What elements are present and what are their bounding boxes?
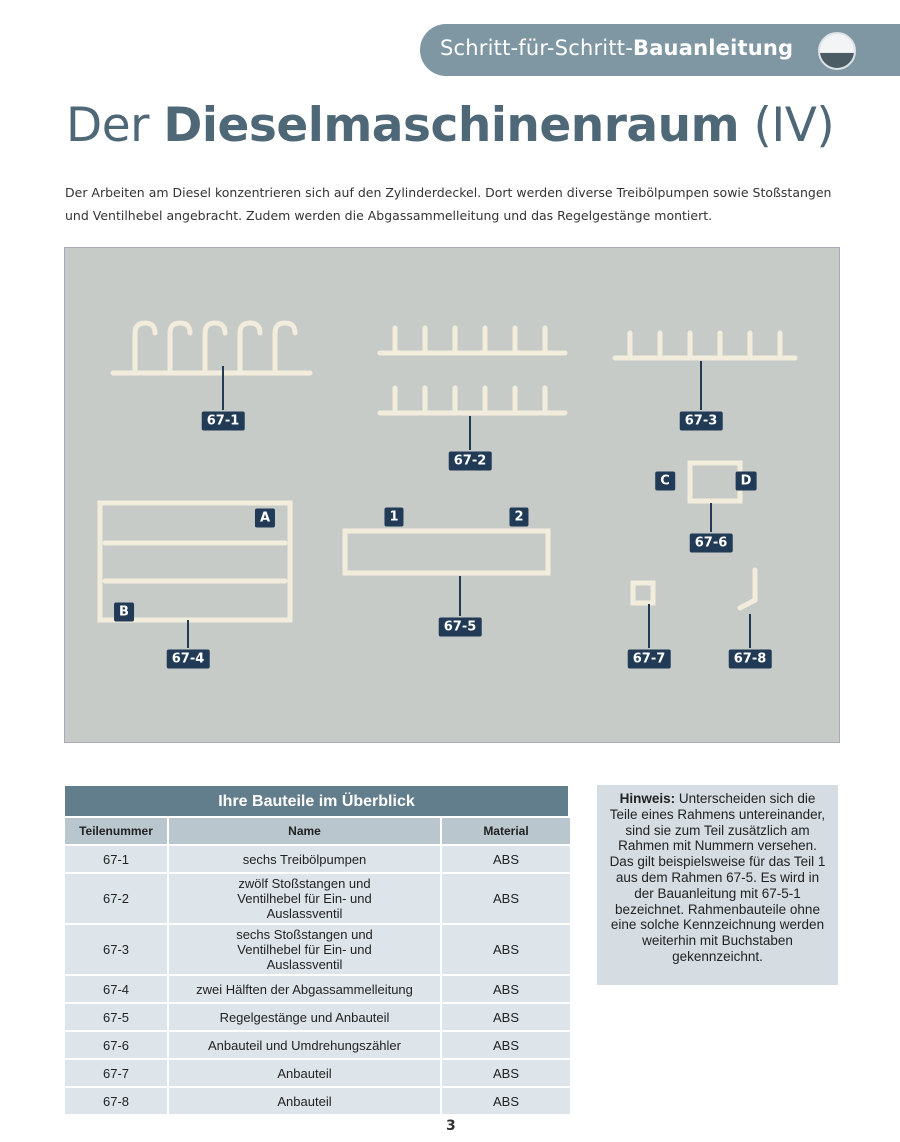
column-header: Material: [442, 818, 570, 844]
series-title-light: Schritt-für-Schritt-: [440, 36, 633, 60]
table-title: Ihre Bauteile im Überblick: [65, 786, 570, 816]
hint-box: Hinweis: Unterscheiden sich die Teile ei…: [597, 785, 838, 985]
table-row: 67-6 Anbauteil und Umdrehungszähler ABS: [65, 1032, 570, 1058]
sprue-letter: D: [735, 471, 757, 491]
table-row: 67-1 sechs Treibölpumpen ABS: [65, 846, 570, 872]
part-material: ABS: [442, 874, 570, 923]
column-header: Teilenummer: [65, 818, 169, 844]
part-material: ABS: [442, 976, 570, 1002]
series-banner: Schritt-für-Schritt-Bauanleitung: [420, 24, 900, 76]
hint-text: Unterscheiden sich die Teile eines Rahme…: [609, 791, 826, 964]
sprue-number: 2: [509, 507, 529, 527]
table-row: 67-8 Anbauteil ABS: [65, 1088, 570, 1114]
part-material: ABS: [442, 846, 570, 872]
sprue-letter: A: [254, 508, 276, 528]
part-name: sechs Treibölpumpen: [169, 846, 442, 872]
part-label: 67-8: [728, 649, 772, 669]
part-label: 67-6: [689, 533, 733, 553]
page-number: 3: [446, 1118, 456, 1134]
part-name: zwei Hälften der Abgassammelleitung: [169, 976, 442, 1002]
part-name: zwölf Stoßstangen und Ventilhebel für Ei…: [169, 874, 442, 923]
part-label: 67-1: [201, 411, 245, 431]
sprue-letter: C: [655, 471, 675, 491]
part-name: Anbauteil: [169, 1088, 442, 1114]
page-title: Der Dieselmaschinenraum (IV): [66, 98, 835, 153]
table-row: 67-3 sechs Stoßstangen und Ventilhebel fü…: [65, 925, 570, 974]
part-name: Regelgestänge und Anbauteil: [169, 1004, 442, 1030]
parts-illustration: [97, 320, 798, 648]
part-material: ABS: [442, 925, 570, 974]
part-number: 67-8: [65, 1088, 169, 1114]
intro-text: Der Arbeiten am Diesel konzentrieren sic…: [65, 185, 832, 223]
table-row: 67-7 Anbauteil ABS: [65, 1060, 570, 1086]
title-light: Der: [66, 98, 164, 153]
part-name: Anbauteil und Umdrehungszähler: [169, 1032, 442, 1058]
part-number: 67-3: [65, 925, 169, 974]
column-header: Name: [169, 818, 442, 844]
part-material: ABS: [442, 1060, 570, 1086]
part-label: 67-3: [679, 411, 723, 431]
hint-label: Hinweis:: [619, 791, 676, 806]
part-number: 67-4: [65, 976, 169, 1002]
series-title-bold: Bauanleitung: [632, 36, 794, 60]
part-number: 67-2: [65, 874, 169, 923]
parts-photo: 67-1 67-2 67-3 67-4 67-5 67-6 67-7 67-8 …: [64, 247, 840, 743]
part-number: 67-1: [65, 846, 169, 872]
table-row: 67-2 zwölf Stoßstangen und Ventilhebel fü…: [65, 874, 570, 923]
part-number: 67-5: [65, 1004, 169, 1030]
part-name: sechs Stoßstangen und Ventilhebel für Ei…: [169, 925, 442, 974]
series-title: Schritt-für-Schritt-Bauanleitung: [440, 36, 793, 60]
title-bold: Dieselmaschinenraum: [163, 98, 740, 153]
part-label: 67-7: [627, 649, 671, 669]
part-material: ABS: [442, 1032, 570, 1058]
sprue-letter: B: [114, 602, 134, 622]
part-name: Anbauteil: [169, 1060, 442, 1086]
sprue-number: 1: [384, 507, 404, 527]
part-label: 67-5: [438, 617, 482, 637]
part-number: 67-7: [65, 1060, 169, 1086]
title-suffix: (IV): [739, 98, 835, 153]
part-number: 67-6: [65, 1032, 169, 1058]
porthole-icon: [818, 32, 856, 70]
part-material: ABS: [442, 1004, 570, 1030]
table-row: 67-5 Regelgestänge und Anbauteil ABS: [65, 1004, 570, 1030]
part-material: ABS: [442, 1088, 570, 1114]
table-row: 67-4 zwei Hälften der Abgassammelleitung A…: [65, 976, 570, 1002]
part-label: 67-4: [166, 649, 210, 669]
part-label: 67-2: [448, 451, 492, 471]
parts-table: Ihre Bauteile im Überblick Teilenummer N…: [65, 784, 570, 1116]
